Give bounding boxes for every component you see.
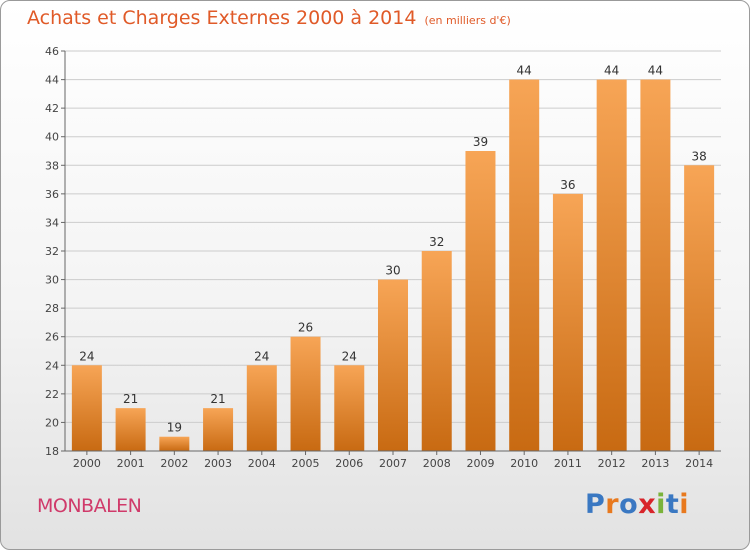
bar-2012 [596,79,627,452]
bar-2010 [509,79,540,452]
bar-2007 [378,279,408,451]
data-label-2011: 36 [560,178,575,192]
logo-letter: r [605,489,620,520]
chart-title-text: Achats et Charges Externes 2000 à 2014 [27,7,417,29]
y-tick-label: 18 [45,445,59,458]
y-tick-label: 24 [45,359,59,372]
data-label-2004: 24 [254,349,269,363]
y-tick-label: 20 [45,416,59,429]
x-tick-label: 2011 [554,457,582,470]
data-label-2010: 44 [517,64,532,78]
chart-unit: (en milliers d'€) [424,14,511,27]
bars [71,79,715,452]
data-label-2003: 21 [210,392,225,406]
logo-letter: i [656,489,666,520]
data-label-2008: 32 [429,235,444,249]
y-tick-label: 30 [45,274,59,287]
x-tick-label: 2012 [598,457,626,470]
data-label-2000: 24 [79,349,94,363]
logo-letter: x [638,489,657,520]
x-tick-label: 2007 [379,457,407,470]
logo-letter: o [619,489,639,520]
bar-2004 [246,365,277,451]
bar-2013 [640,79,671,452]
data-label-2001: 21 [123,392,138,406]
y-tick-label: 38 [45,159,59,172]
x-tick-label: 2000 [73,457,101,470]
bar-2014 [684,165,715,452]
x-tick-label: 2013 [641,457,669,470]
logo-letter: P [585,489,606,520]
data-label-2014: 38 [691,149,706,163]
logo-letter: i [679,489,690,520]
data-labels: 24 21 19 21 24 26 24 30 32 39 44 36 44 44 38 [79,64,707,435]
data-label-2002: 19 [167,421,182,435]
x-tick-label: 2004 [248,457,276,470]
x-tick-label: 2005 [292,457,320,470]
data-label-2012: 44 [604,64,619,78]
proxiti-logo: Proxiti [585,489,689,520]
x-tick-label: 2010 [510,457,538,470]
x-tick-label: 2014 [685,457,713,470]
y-tick-label: 44 [45,74,59,87]
bar-2008 [421,251,452,451]
bar-2001 [115,408,146,451]
y-tick-label: 40 [45,131,59,144]
y-tick-label: 28 [45,302,59,315]
x-tick-label: 2002 [160,457,188,470]
y-tick-label: 46 [45,45,59,58]
x-tick-label: 2009 [466,457,494,470]
y-tick-label: 22 [45,388,59,401]
y-tick-label: 36 [45,188,59,201]
y-tick-label: 32 [45,245,59,258]
x-tick-label: 2006 [335,457,363,470]
data-label-2007: 30 [385,264,400,278]
y-tick-label: 42 [45,102,59,115]
x-tick-label: 2003 [204,457,232,470]
data-label-2005: 26 [298,321,313,335]
data-label-2013: 44 [648,64,663,78]
bar-2006 [334,365,365,451]
data-label-2006: 24 [342,349,357,363]
axes: 18 20 22 24 26 28 30 32 34 36 38 40 42 44 46 2000 2001 20… [45,45,721,470]
data-label-2009: 39 [473,135,488,149]
town-name: MONBALEN [37,495,142,517]
bar-2003 [203,408,234,451]
y-tick-label: 34 [45,216,59,229]
bar-2002 [159,436,190,451]
bar-2011 [552,193,583,451]
logo-letter: t [665,489,680,520]
x-tick-label: 2008 [423,457,451,470]
x-tick-label: 2001 [117,457,145,470]
bar-2009 [465,151,496,451]
chart-title: Achats et Charges Externes 2000 à 2014 (e… [27,7,511,29]
y-tick-label: 26 [45,331,59,344]
bar-2000 [71,365,102,451]
bar-2005 [290,336,321,451]
